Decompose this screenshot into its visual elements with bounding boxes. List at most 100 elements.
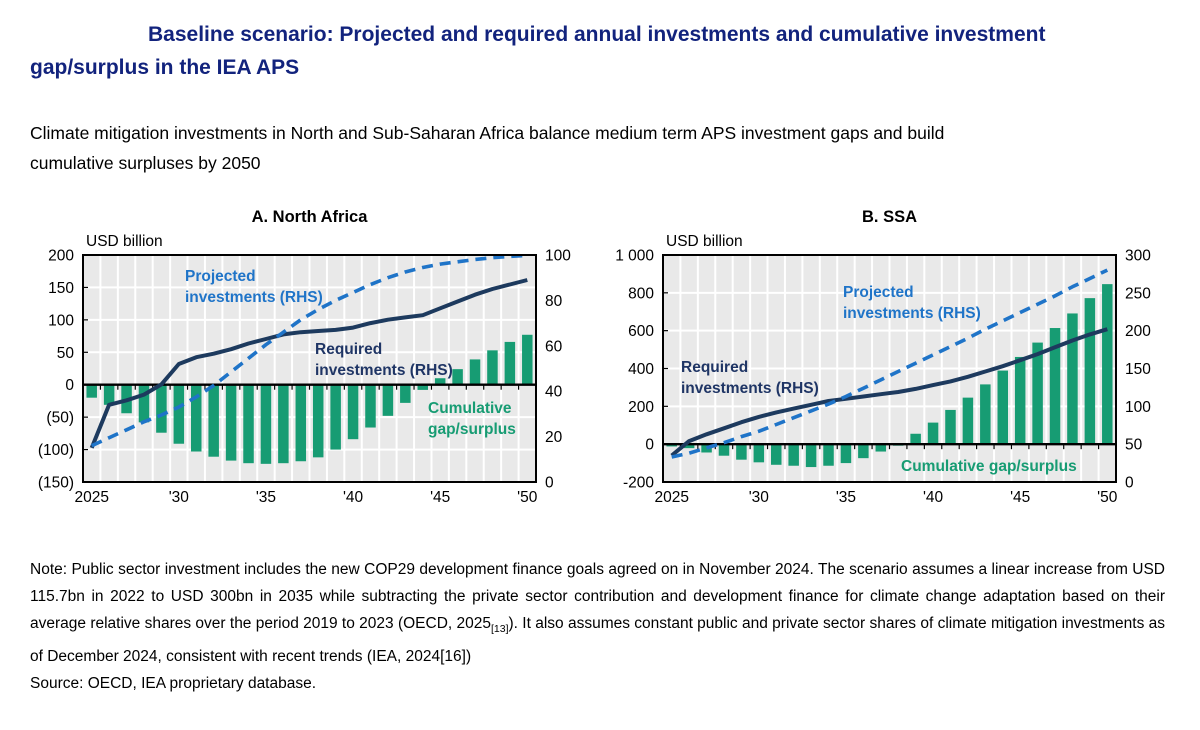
bar-2034 xyxy=(243,384,254,464)
left-axis-tick-label: 150 xyxy=(48,280,74,297)
right-axis-tick-label: 0 xyxy=(545,475,554,492)
north-africa-chart: 200150100500(50)(100)(150)10080604020020… xyxy=(38,208,571,506)
x-axis-tick-label: '30 xyxy=(749,489,770,506)
bar-2035 xyxy=(260,384,272,464)
projected-investments-label: Projected investments (RHS) xyxy=(843,284,981,322)
right-axis-tick-label: 80 xyxy=(545,293,563,310)
bar-2042 xyxy=(382,384,394,416)
figure-title: Baseline scenario: Projected and require… xyxy=(30,23,1046,79)
left-axis-tick-label: 100 xyxy=(48,312,74,329)
left-axis-tick-label: 0 xyxy=(645,437,654,454)
bar-2034 xyxy=(823,444,834,466)
left-axis-tick-label: 1 000 xyxy=(615,248,654,265)
cumulative-gap-surplus-label: Cumulative gap/surplus xyxy=(428,400,516,438)
bar-2045 xyxy=(434,378,446,385)
bar-2036 xyxy=(858,444,869,459)
left-axis-tick-label: (50) xyxy=(46,410,74,427)
right-axis-tick-label: 40 xyxy=(545,384,563,401)
ssa-chart: 1 000 800 600 400 200 0 -200 300 250 200 150 100 50 0… xyxy=(615,208,1151,506)
bar-2046 xyxy=(1032,342,1043,445)
plot-frame xyxy=(82,254,537,483)
required-investments-label: Required investments (RHS) xyxy=(315,341,453,379)
gridlines xyxy=(83,255,536,482)
panel-title: A. North Africa xyxy=(252,208,369,226)
bar-2031 xyxy=(771,444,782,465)
bar-2043 xyxy=(400,384,411,403)
x-axis-tick-label: '30 xyxy=(169,489,190,506)
charts-row: 200 150 100 50 0 (50) (100) (150) 100 80 60 40 20 0 20… xyxy=(0,205,1200,517)
bar-2037 xyxy=(875,444,887,452)
cumulative-gap-surplus-label: Cumulative gap/surplus xyxy=(901,458,1077,475)
bar-2035 xyxy=(840,444,852,464)
bar-2039 xyxy=(330,384,341,450)
right-axis-tick-label: 100 xyxy=(1125,399,1151,416)
bar-2029 xyxy=(736,444,747,460)
projected-investments-line xyxy=(671,268,1109,459)
note-suffix: ). It also assumes constant public and p… xyxy=(30,615,1165,666)
bar-2044 xyxy=(417,384,428,390)
bar-2039 xyxy=(910,433,921,445)
bar-2032 xyxy=(788,444,799,466)
bar-2049 xyxy=(504,341,516,385)
right-axis-tick-label: 200 xyxy=(1125,323,1151,340)
x-axis-tick-label: '40 xyxy=(343,489,364,506)
left-axis-tick-label: 400 xyxy=(628,361,654,378)
x-axis-tick-label: '50 xyxy=(1097,489,1118,506)
figure-subtitle: Climate mitigation investments in North … xyxy=(30,123,945,173)
axis-unit-label: USD billion xyxy=(86,233,163,250)
bar-2030 xyxy=(173,384,185,444)
left-axis-tick-label: 800 xyxy=(628,285,654,302)
footnote-block: Note: Public sector investment includes … xyxy=(30,556,1165,697)
x-axis-tick-label: '40 xyxy=(923,489,944,506)
bar-2031 xyxy=(191,384,202,452)
left-axis-tick-label: (100) xyxy=(38,442,74,459)
right-axis-tick-label: 150 xyxy=(1125,361,1151,378)
left-axis-tick-label: 200 xyxy=(628,399,654,416)
bar-2049 xyxy=(1084,298,1096,445)
left-axis-tick-label: 600 xyxy=(628,323,654,340)
bar-2030 xyxy=(753,444,765,463)
bar-2029 xyxy=(156,384,167,433)
left-axis-tick-label: 0 xyxy=(65,377,74,394)
projected-investments-line xyxy=(90,253,528,448)
left-axis-tick-label: 200 xyxy=(48,248,74,265)
axis-unit-label: USD billion xyxy=(666,233,743,250)
bar-2041 xyxy=(945,409,956,445)
bar-2027 xyxy=(701,444,712,453)
bar-2028 xyxy=(138,384,150,423)
bar-2043 xyxy=(980,384,991,445)
left-axis-tick-label: (150) xyxy=(38,475,74,492)
bar-2041 xyxy=(365,384,376,428)
bar-2047 xyxy=(469,359,481,385)
bar-2037 xyxy=(295,384,307,462)
x-axis-tick-label: '50 xyxy=(517,489,538,506)
right-axis-tick-label: 100 xyxy=(545,248,571,265)
bar-2026 xyxy=(103,384,115,405)
right-axis-tick-label: 50 xyxy=(1125,437,1143,454)
left-axis-tick-label: -200 xyxy=(623,475,654,492)
bar-2038 xyxy=(312,384,324,458)
right-axis-tick-label: 0 xyxy=(1125,475,1134,492)
note-prefix: Note: Public sector investment includes … xyxy=(30,561,1165,632)
bar-2050 xyxy=(522,334,533,385)
bar-2036 xyxy=(278,384,289,464)
bar-2044 xyxy=(997,370,1008,445)
x-axis-tick-label: '35 xyxy=(836,489,856,506)
x-axis-tick-label: 2025 xyxy=(74,489,108,506)
bar-2040 xyxy=(927,422,939,445)
right-axis-tick-label: 300 xyxy=(1125,248,1151,265)
x-axis-tick-label: '45 xyxy=(430,489,450,506)
projected-investments-label: Projected investments (RHS) xyxy=(185,268,323,306)
bar-2040 xyxy=(347,384,359,440)
chart-panel-north-africa: 200 150 100 50 0 (50) (100) (150) 100 80 60 40 20 0 20… xyxy=(20,205,605,510)
bar-2033 xyxy=(225,384,237,461)
plot-frame xyxy=(662,254,1117,483)
left-axis-tick-label: 50 xyxy=(57,345,75,362)
bar-2048 xyxy=(487,350,498,385)
bar-2032 xyxy=(208,384,219,457)
right-axis-tick-label: 60 xyxy=(545,338,563,355)
source-text: Source: OECD, IEA proprietary database. xyxy=(30,675,317,693)
bar-2028 xyxy=(718,444,730,456)
bar-2048 xyxy=(1067,313,1078,445)
